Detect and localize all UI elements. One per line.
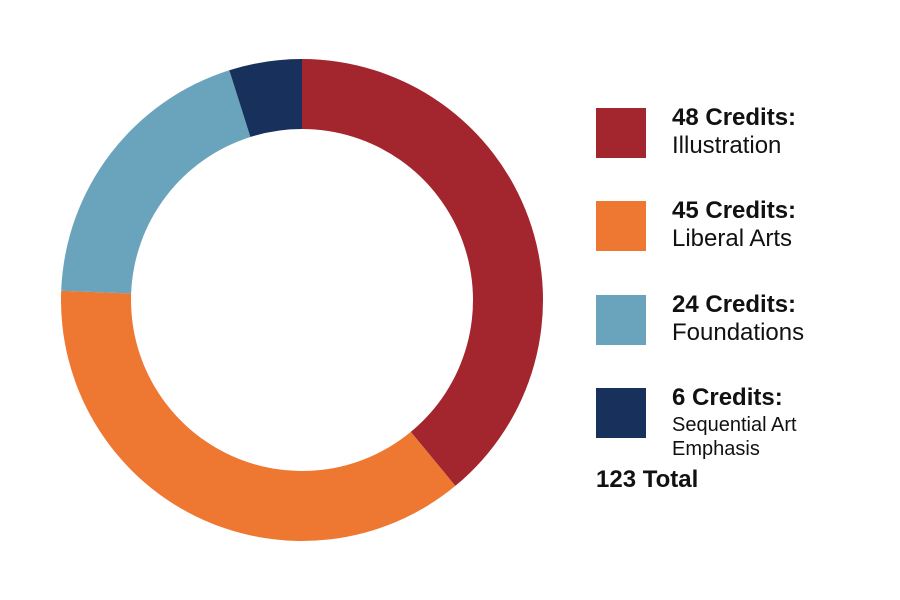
legend-label-illustration: Illustration bbox=[672, 132, 782, 159]
legend: 48 Credits: Illustration 45 Credits: Lib… bbox=[596, 0, 896, 600]
legend-credits-sequential-art-emphasis: 6 Credits: bbox=[672, 384, 783, 411]
slice-sequential-art-emphasis bbox=[229, 59, 302, 137]
donut-chart bbox=[60, 59, 544, 541]
legend-label-line-2: Emphasis bbox=[672, 438, 760, 460]
legend-label-foundations: Foundations bbox=[672, 319, 805, 346]
slice-foundations bbox=[61, 70, 251, 294]
legend-label-sequential-art-emphasis: Sequential Art Emphasis bbox=[672, 413, 797, 461]
slice-liberal-arts bbox=[60, 290, 456, 541]
legend-swatch-liberal-arts bbox=[596, 201, 646, 251]
legend-swatch-foundations bbox=[596, 295, 646, 345]
legend-label-line-1: Sequential Art bbox=[672, 414, 797, 436]
total-label: 123 Total bbox=[596, 466, 699, 493]
legend-credits-liberal-arts: 45 Credits: bbox=[672, 197, 797, 224]
legend-label-liberal-arts: Liberal Arts bbox=[672, 225, 793, 252]
slice-illustration bbox=[302, 59, 544, 486]
legend-credits-illustration: 48 Credits: bbox=[672, 104, 797, 131]
legend-swatch-sequential-art-emphasis bbox=[596, 388, 646, 438]
legend-credits-foundations: 24 Credits: bbox=[672, 291, 797, 318]
legend-swatch-illustration bbox=[596, 108, 646, 158]
